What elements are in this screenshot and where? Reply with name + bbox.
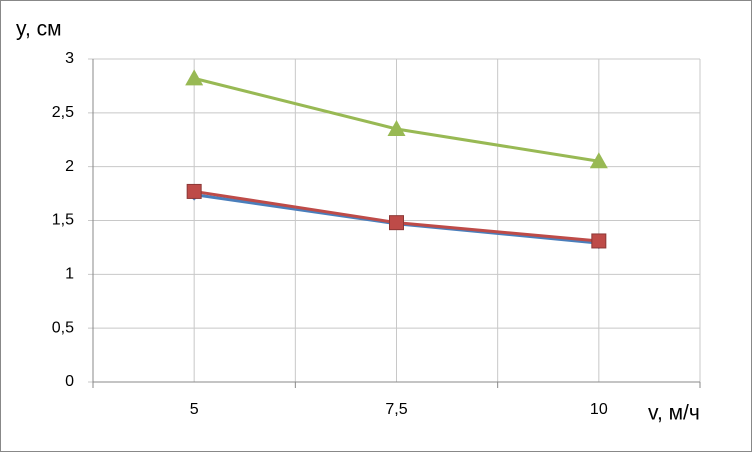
x-tick-label: 7,5 — [385, 401, 407, 418]
x-tick-label: 10 — [590, 401, 608, 418]
marker — [185, 69, 204, 86]
marker — [387, 119, 406, 136]
y-tick-label: 1,5 — [52, 212, 74, 229]
marker — [589, 152, 608, 169]
y-axis-label: y, см — [16, 18, 62, 41]
marker — [186, 183, 202, 199]
marker — [389, 215, 404, 231]
marker — [591, 233, 607, 249]
x-tick-label: 5 — [190, 401, 199, 418]
y-tick-label: 3 — [65, 50, 74, 67]
y-tick-label: 0,5 — [52, 319, 74, 336]
x-axis-label: v, м/ч — [648, 402, 700, 425]
y-tick-label: 2,5 — [52, 104, 74, 121]
y-tick-label: 0 — [65, 373, 74, 390]
y-tick-label: 1 — [65, 266, 74, 283]
y-tick-label: 2 — [65, 158, 74, 175]
